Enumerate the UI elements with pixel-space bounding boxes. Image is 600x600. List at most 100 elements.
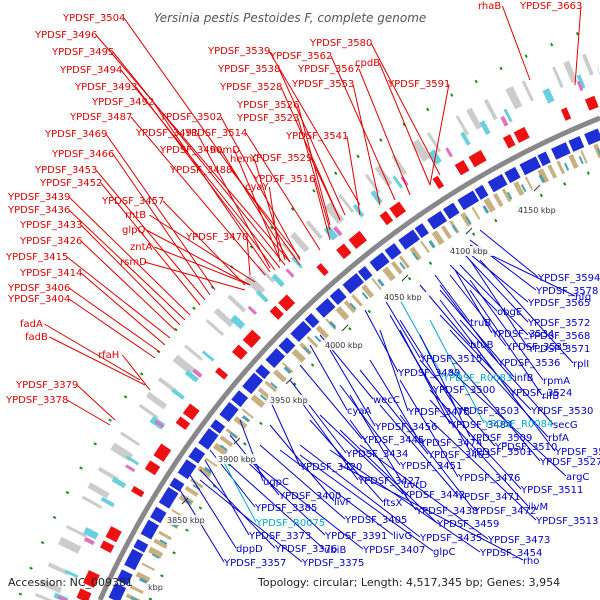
leader-line	[434, 274, 471, 323]
feature-band-outer	[34, 49, 600, 600]
gene-label-ypdsf-3466: YPDSF_3466	[51, 149, 114, 160]
gene-label-ypdsf-3420: YPDSF_3420	[299, 462, 362, 473]
gene-label-ypdsf-3515: YPDSF_3515	[419, 354, 482, 365]
leader-line	[346, 135, 361, 216]
gene-label-dppd: dppD	[236, 544, 263, 555]
gene-label-ypdsf-3493: YPDSF_3493	[74, 82, 137, 93]
scale-label-bg	[382, 292, 430, 302]
leader-line	[449, 274, 507, 347]
leader-line	[339, 384, 401, 466]
kbp-unit-label: kbp	[148, 583, 163, 592]
leader-line	[219, 454, 257, 523]
scale-tick	[465, 227, 473, 235]
gene-label-ypdsf-3578: YPDSF_3578	[535, 286, 598, 297]
gene-label-infb: infB	[514, 373, 534, 384]
leader-line	[329, 349, 376, 427]
gene-label-ypdsf-3562: YPDSF_3562	[269, 51, 332, 62]
leader-line	[310, 157, 341, 221]
gene-label-ypdsf-3503: YPDSF_3503	[456, 406, 519, 417]
leader-line	[297, 117, 331, 231]
scale-label-bg	[448, 246, 496, 256]
gene-label-ypdsf-3496: YPDSF_3496	[34, 30, 97, 41]
gene-label-fada: fadA	[20, 319, 43, 330]
leader-line	[179, 489, 225, 563]
gene-label-ypdsf-3373: YPDSF_3373	[248, 531, 311, 542]
gene-label-ypdsf-3487: YPDSF_3487	[69, 112, 132, 123]
gene-label-ypdsf-3663: YPDSF_3663	[519, 1, 582, 12]
gene-label-ypdsf-r0084: YPDSF_R0084	[483, 419, 553, 430]
leader-line	[123, 17, 301, 266]
gene-label-ypdsf-3463: YPDSF_3463	[427, 450, 490, 461]
leader-line	[253, 158, 286, 261]
gene-label-ypdsf-3528: YPDSF_3528	[219, 82, 282, 93]
leader-line	[299, 444, 421, 538]
scale-label-bg	[323, 340, 371, 350]
gene-label-argc: argC	[566, 472, 589, 483]
gene-label-fadb: fadB	[25, 332, 48, 343]
leader-line	[449, 329, 549, 438]
gene-label-rpma: rpmA	[543, 376, 570, 387]
gene-label-livg: livG	[393, 531, 412, 542]
leader-line	[152, 101, 271, 273]
leader-line	[469, 289, 543, 396]
leader-line	[100, 182, 201, 306]
leader-line	[359, 444, 489, 540]
scale-tick	[533, 184, 541, 192]
leader-line	[68, 287, 161, 353]
leader-line	[230, 169, 301, 259]
leader-line	[349, 394, 404, 485]
leader-line	[439, 314, 532, 411]
leader-line	[399, 414, 475, 511]
gene-label-ypdsf-3375: YPDSF_3375	[301, 558, 364, 569]
gene-label-ypdsf-3435: YPDSF_3435	[419, 533, 482, 544]
gene-label-ypdsf-3474: YPDSF_3474	[419, 438, 482, 449]
reverse-strand-track	[108, 128, 600, 600]
gene-label-ypdsf-3536: YPDSF_3536	[497, 358, 560, 369]
leader-line	[309, 344, 348, 411]
gene-label-ftsx: ftsX	[383, 498, 402, 509]
gene-label-ypdsf-3492: YPDSF_3492	[91, 97, 154, 108]
page-title: Yersinia pestis Pestoides F, complete ge…	[154, 11, 427, 25]
leader-line	[149, 214, 256, 283]
genome-backbone	[97, 115, 600, 600]
leader-line	[429, 389, 522, 490]
gene-label-ypdsf-3475: YPDSF_3475	[407, 407, 470, 418]
gene-label-ypdsf-3516: YPDSF_3516	[252, 174, 315, 185]
gene-label-ypdsf-3541: YPDSF_3541	[285, 131, 348, 142]
leader-line	[120, 69, 281, 269]
gene-label-ypdsf-3526: YPDSF_3526	[236, 100, 299, 111]
gene-label-ypdsf-3567: YPDSF_3567	[297, 64, 360, 75]
leader-line	[449, 354, 541, 462]
summary-label: Topology: circular; Length: 4,517,345 bp…	[257, 576, 560, 589]
gene-label-cpdb: cpdB	[355, 58, 380, 69]
gene-label-ypdsf-3500: YPDSF_3500	[432, 385, 495, 396]
leader-line	[384, 299, 421, 359]
leader-line	[239, 454, 326, 536]
scale-label-bg	[216, 454, 264, 464]
gene-label-ypdsf-3426: YPDSF_3426	[19, 236, 82, 247]
leader-line	[329, 449, 481, 553]
label-leader-lines	[44, 5, 582, 563]
gene-label-rhab: rhaB	[478, 1, 501, 12]
leader-line	[245, 132, 321, 251]
leader-line	[469, 259, 529, 349]
leader-line	[352, 83, 381, 206]
gene-label-obge: obgE	[497, 307, 522, 318]
gene-label-livf: livF	[334, 497, 351, 508]
gene-label-ypdsf-3415: YPDSF_3415	[5, 252, 68, 263]
leader-line	[359, 369, 429, 455]
gene-label-ypdsf-3470: YPDSF_3470	[185, 232, 248, 243]
gene-label-ypdsf-3436: YPDSF_3436	[7, 205, 70, 216]
leader-line	[369, 359, 421, 443]
gene-label-rfah: rfaH	[98, 350, 119, 361]
gene-label-ypdsf-3459: YPDSF_3459	[436, 519, 499, 530]
gene-label-cyay: cyaY	[245, 182, 270, 193]
scale-label: 4100 kbp	[450, 247, 488, 256]
gene-label-ypdsf-3378: YPDSF_3378	[5, 395, 68, 406]
gene-label-ypdsf-3510: YPDSF_3510	[494, 442, 557, 453]
gene-label-ypdsf-3538: YPDSF_3538	[217, 64, 280, 75]
gene-label-ypdsf-3565: YPDSF_3565	[527, 298, 590, 309]
gene-label-ypdsf-3434: YPDSF_3434	[345, 449, 408, 460]
gene-label-rhtb: rhtB	[125, 210, 146, 221]
